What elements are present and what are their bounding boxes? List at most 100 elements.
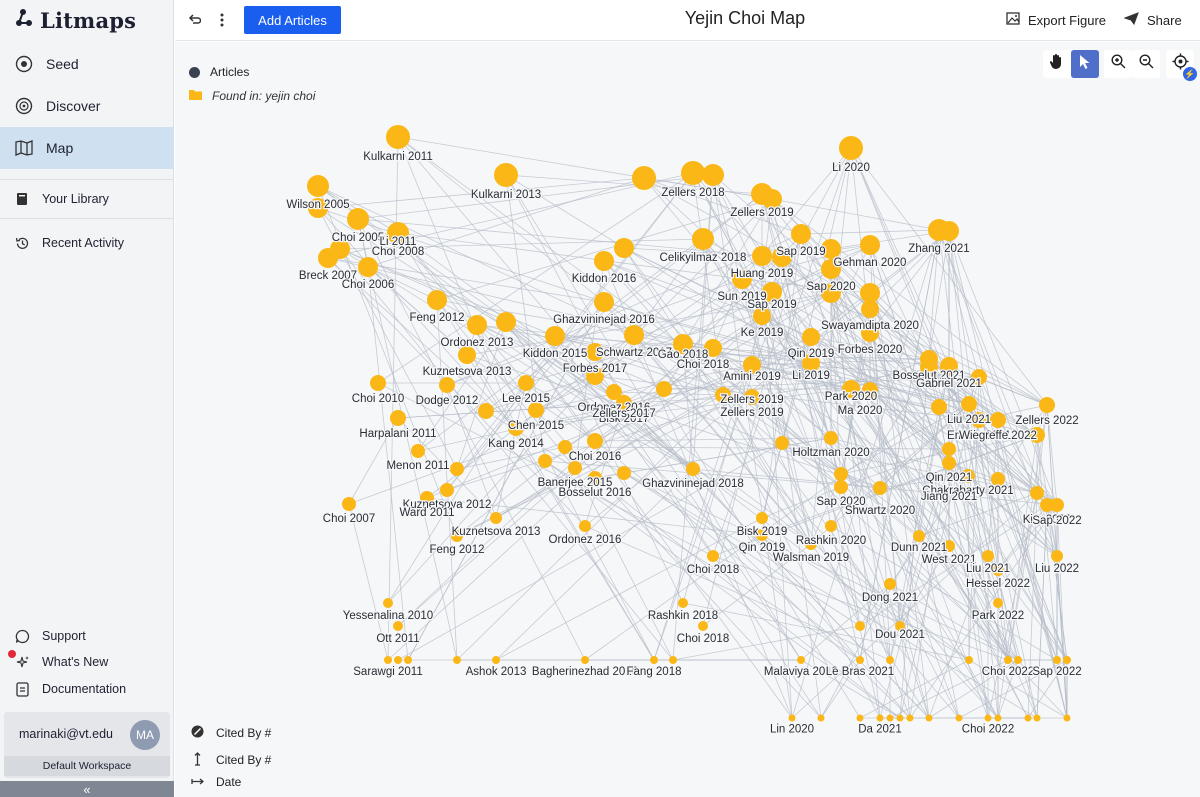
article-node[interactable] — [762, 282, 782, 302]
article-node[interactable] — [895, 621, 905, 631]
article-node[interactable] — [616, 395, 632, 411]
article-node[interactable] — [494, 163, 518, 187]
article-node[interactable] — [984, 714, 992, 722]
article-node[interactable] — [467, 315, 487, 335]
x-axis-legend[interactable]: Date — [191, 773, 241, 791]
article-node[interactable] — [440, 483, 454, 497]
article-node[interactable] — [318, 248, 338, 268]
article-node[interactable] — [586, 367, 604, 385]
article-node[interactable] — [439, 377, 455, 393]
nav-recent-activity[interactable]: Recent Activity — [14, 233, 124, 253]
article-node[interactable] — [856, 714, 864, 722]
article-node[interactable] — [856, 656, 864, 664]
article-node[interactable] — [390, 410, 406, 426]
undo-icon[interactable] — [182, 8, 206, 32]
nav-documentation[interactable]: Documentation — [14, 679, 126, 699]
article-node[interactable] — [834, 467, 848, 481]
citation-graph[interactable]: Kulkarni 2011 Kulkarni 2013 Wilson 2005 Cho… — [175, 42, 1200, 797]
article-node[interactable] — [1051, 550, 1063, 562]
nav-map[interactable]: Map — [0, 127, 174, 169]
article-node[interactable] — [805, 538, 817, 550]
article-node[interactable] — [632, 166, 656, 190]
article-node[interactable] — [386, 125, 410, 149]
article-node[interactable] — [992, 564, 1004, 576]
article-node[interactable] — [791, 224, 811, 244]
article-node[interactable] — [756, 512, 768, 524]
article-node[interactable] — [702, 164, 724, 186]
zoom-in-tool[interactable] — [1104, 50, 1132, 78]
article-node[interactable] — [490, 512, 502, 524]
article-node[interactable] — [347, 208, 369, 230]
article-node[interactable] — [752, 246, 772, 266]
article-node[interactable] — [896, 714, 904, 722]
article-node[interactable] — [839, 136, 863, 160]
collapse-sidebar-button[interactable]: « — [0, 781, 174, 797]
article-node[interactable] — [478, 403, 494, 419]
article-node[interactable] — [860, 283, 880, 303]
article-node[interactable] — [955, 714, 963, 722]
article-node[interactable] — [370, 375, 386, 391]
article-node[interactable] — [624, 325, 644, 345]
article-node[interactable] — [594, 251, 614, 271]
article-node[interactable] — [545, 326, 565, 346]
article-node[interactable] — [788, 714, 796, 722]
article-node[interactable] — [586, 343, 604, 361]
nav-support[interactable]: Support — [14, 626, 86, 646]
article-node[interactable] — [876, 714, 884, 722]
article-node[interactable] — [942, 442, 956, 456]
add-articles-button[interactable]: Add Articles — [244, 6, 341, 34]
article-node[interactable] — [743, 356, 761, 374]
article-node[interactable] — [971, 369, 987, 385]
select-tool[interactable] — [1071, 50, 1099, 78]
article-node[interactable] — [458, 346, 476, 364]
article-node[interactable] — [971, 412, 987, 428]
nav-whats-new[interactable]: What's New — [14, 652, 108, 672]
article-node[interactable] — [925, 714, 933, 722]
article-node[interactable] — [775, 436, 789, 450]
article-node[interactable] — [982, 550, 994, 562]
article-node[interactable] — [606, 384, 622, 400]
article-node[interactable] — [451, 530, 463, 542]
article-node[interactable] — [940, 357, 958, 375]
article-node[interactable] — [817, 714, 825, 722]
article-node[interactable] — [698, 621, 708, 631]
article-node[interactable] — [861, 300, 879, 318]
share-button[interactable]: Share — [1123, 11, 1182, 29]
workspace-selector[interactable]: Default Workspace — [4, 756, 170, 776]
article-node[interactable] — [650, 656, 658, 664]
article-node[interactable] — [821, 239, 841, 259]
article-node[interactable] — [1014, 656, 1022, 664]
article-node[interactable] — [681, 161, 705, 185]
article-node[interactable] — [496, 312, 516, 332]
article-node[interactable] — [825, 520, 837, 532]
article-node[interactable] — [821, 259, 841, 279]
article-node[interactable] — [404, 656, 412, 664]
article-node[interactable] — [518, 375, 534, 391]
article-node[interactable] — [1039, 397, 1055, 413]
article-node[interactable] — [384, 656, 392, 664]
article-node[interactable] — [939, 221, 959, 241]
article-node[interactable] — [617, 466, 631, 480]
article-node[interactable] — [855, 621, 865, 631]
article-node[interactable] — [732, 269, 752, 289]
zoom-out-tool[interactable] — [1132, 50, 1160, 78]
article-node[interactable] — [961, 396, 977, 412]
article-node[interactable] — [886, 656, 894, 664]
article-node[interactable] — [862, 382, 878, 398]
article-node[interactable] — [393, 621, 403, 631]
article-node[interactable] — [411, 444, 425, 458]
article-node[interactable] — [802, 328, 820, 346]
article-node[interactable] — [308, 198, 328, 218]
article-node[interactable] — [994, 714, 1002, 722]
article-node[interactable] — [1063, 656, 1071, 664]
article-node[interactable] — [965, 656, 973, 664]
article-node[interactable] — [1024, 714, 1032, 722]
article-node[interactable] — [762, 189, 782, 209]
export-figure-button[interactable]: Export Figure — [1006, 11, 1106, 29]
article-node[interactable] — [1040, 498, 1054, 512]
legend-found-in[interactable]: Found in: yejin choi — [189, 87, 315, 105]
more-options-icon[interactable] — [210, 8, 234, 32]
article-node[interactable] — [420, 491, 434, 505]
article-node[interactable] — [594, 292, 614, 312]
article-node[interactable] — [991, 472, 1005, 486]
